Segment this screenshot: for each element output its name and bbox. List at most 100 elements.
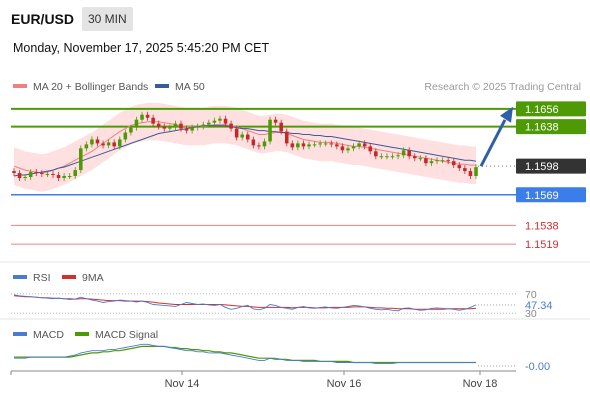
copyright-label: Research © 2025 Trading Central (424, 81, 581, 93)
candles-layer (12, 111, 478, 181)
ma50-line (13, 125, 477, 177)
candle-body (251, 139, 256, 146)
candle-body (212, 120, 217, 123)
candle (140, 111, 144, 123)
candle (162, 123, 167, 132)
candle-body (379, 156, 384, 158)
candle-body (340, 146, 345, 151)
candle (145, 111, 150, 121)
candle (318, 140, 322, 148)
candle (190, 124, 194, 134)
candle (268, 116, 272, 145)
macd-legend-label: MACD (33, 329, 64, 341)
price-level-resistance-tag (516, 101, 586, 117)
candle-body (424, 158, 428, 164)
candle (446, 157, 450, 165)
price-level-resistance-label: 1.1638 (525, 122, 559, 134)
candle-body (234, 128, 239, 138)
candle (279, 119, 283, 135)
candle-body (357, 143, 361, 147)
candle-body (240, 134, 244, 138)
candle (257, 142, 261, 150)
candle-body (129, 127, 133, 133)
macd-signal-line (14, 345, 476, 364)
rsi-legend: RSI 9MA (13, 272, 104, 284)
candle (207, 119, 211, 128)
candle-body (168, 127, 172, 129)
candle (468, 168, 473, 179)
candle-body (401, 150, 406, 156)
macd-legend: MACD MACD Signal (13, 329, 158, 341)
rsi-level-label: 30 (525, 308, 537, 320)
candle-body (162, 126, 167, 129)
candle-body (268, 119, 272, 142)
candle-body (156, 123, 161, 127)
candle-body (451, 161, 456, 166)
macd-current-label: -0.00 (525, 361, 550, 373)
candle-body (112, 142, 116, 147)
candle-body (385, 156, 389, 158)
candle-body (51, 174, 55, 176)
candle (168, 124, 172, 132)
candle (40, 170, 44, 177)
rsi-legend-swatch (13, 275, 27, 279)
candle-body (273, 119, 278, 123)
candle-body (279, 122, 283, 132)
candle-body (190, 127, 194, 131)
forecast-arrow-layer (479, 106, 513, 167)
candle-body (246, 134, 250, 140)
candle (234, 125, 239, 141)
candle-body (145, 114, 150, 118)
chart-header: EUR/USD 30 MIN Monday, November 17, 2025… (0, 0, 590, 62)
candle (418, 155, 423, 162)
candle-body (407, 150, 411, 157)
candle-body (34, 172, 39, 174)
ma50-legend-label: MA 50 (175, 81, 205, 93)
candle (67, 173, 72, 179)
candle (62, 173, 66, 181)
candle-body (390, 156, 395, 158)
price-legend: MA 20 + Bollinger Bands MA 50 Research ©… (13, 81, 581, 93)
candle (246, 131, 250, 143)
candle (368, 143, 373, 155)
candle-body (368, 146, 373, 152)
ma20-legend-swatch (13, 84, 27, 88)
candle-body (457, 165, 462, 169)
candle-body (179, 123, 183, 129)
ma50-legend-swatch (155, 84, 169, 88)
candle-body (40, 173, 44, 175)
candle (73, 167, 78, 179)
candle (374, 148, 378, 160)
rsi-level-label: 70 (525, 289, 537, 301)
candle (435, 157, 439, 165)
price-levels-layer (11, 107, 516, 245)
candle (301, 140, 306, 150)
candle (84, 141, 89, 152)
candle-body (62, 176, 66, 178)
candle-body (12, 171, 16, 174)
candle (184, 125, 189, 134)
symbol-title: EUR/USD (11, 11, 75, 27)
candle-body (117, 139, 122, 147)
candle (156, 120, 161, 130)
candle (335, 141, 339, 150)
candle (240, 131, 244, 141)
candle-body (79, 148, 83, 171)
rsi-ma-legend-label: 9MA (82, 272, 104, 284)
candle (284, 128, 289, 147)
price-level-current-label: 1.1598 (525, 161, 559, 173)
candle (95, 136, 100, 147)
candle-body (296, 143, 300, 148)
price-level-support-label: 1.1569 (525, 190, 559, 202)
rsi-line (13, 294, 477, 312)
candle-body (374, 151, 378, 157)
candle-body (468, 171, 473, 177)
candle (351, 143, 356, 152)
price-level-minor-label: 1.1519 (525, 239, 559, 251)
candle (290, 140, 295, 151)
time-axis-label: Nov 16 (327, 378, 362, 390)
candle-body (17, 173, 22, 178)
timeframe-badge[interactable]: 30 MIN (82, 7, 133, 31)
candle-body (412, 156, 417, 159)
bollinger-band-layer (14, 102, 476, 192)
